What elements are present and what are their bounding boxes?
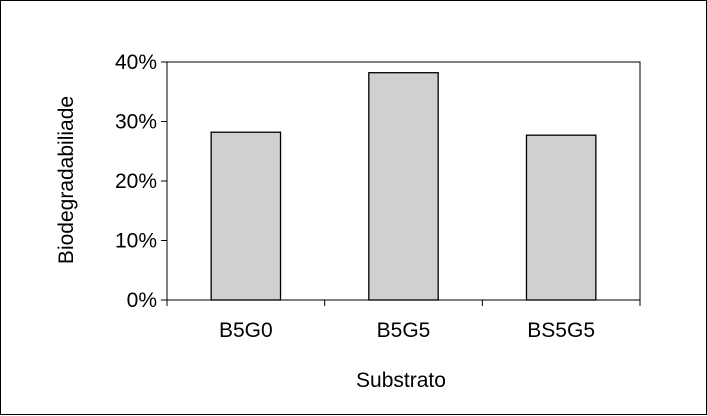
bar-bs5g5 bbox=[525, 134, 597, 301]
y-tick-label: 0% bbox=[127, 289, 157, 312]
y-tick-label: 20% bbox=[115, 170, 157, 193]
x-tick-label: B5G0 bbox=[219, 319, 273, 342]
x-axis-title: Substrato bbox=[356, 369, 446, 392]
bars-group bbox=[210, 72, 597, 301]
y-tick-label: 10% bbox=[115, 230, 157, 253]
y-axis-title: Biodegradabiliade bbox=[55, 96, 78, 264]
bar-b5g0 bbox=[210, 131, 282, 301]
y-tick-label: 40% bbox=[115, 51, 157, 74]
x-axis: B5G0 B5G5 BS5G5 bbox=[166, 300, 641, 342]
y-axis: 0% 10% 20% 30% 40% bbox=[115, 51, 167, 312]
y-tick-label: 30% bbox=[115, 111, 157, 134]
x-tick-label: BS5G5 bbox=[527, 319, 595, 342]
bar-b5g5 bbox=[368, 72, 439, 301]
x-tick-label: B5G5 bbox=[377, 319, 431, 342]
